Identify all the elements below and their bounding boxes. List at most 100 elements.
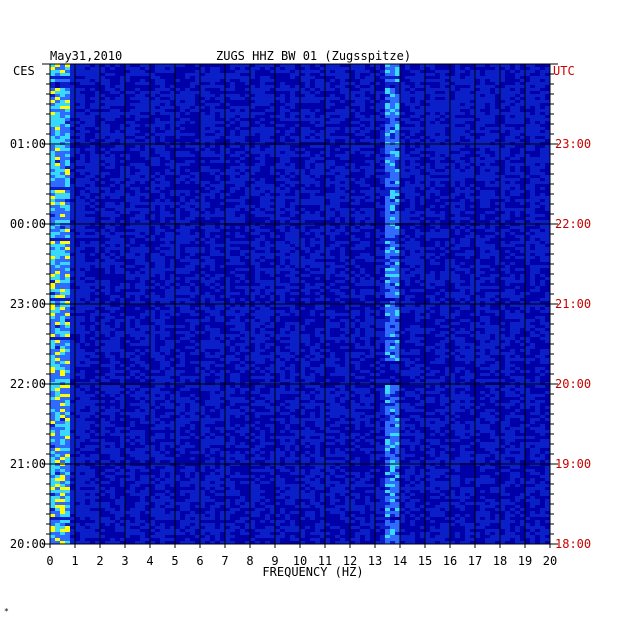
heatmap-cell	[315, 94, 320, 97]
heatmap-cell	[225, 367, 230, 370]
heatmap-cell	[225, 91, 230, 94]
heatmap-cell	[500, 376, 505, 379]
heatmap-cell	[60, 316, 65, 319]
heatmap-cell	[145, 370, 150, 373]
heatmap-cell	[245, 157, 250, 160]
heatmap-cell	[510, 355, 515, 358]
heatmap-cell	[90, 238, 95, 241]
heatmap-cell	[240, 73, 245, 76]
heatmap-cell	[90, 127, 95, 130]
heatmap-cell	[245, 220, 250, 223]
heatmap-cell	[310, 82, 315, 85]
heatmap-cell	[420, 124, 425, 127]
heatmap-cell	[465, 115, 470, 118]
heatmap-cell	[105, 145, 110, 148]
heatmap-cell	[160, 241, 165, 244]
heatmap-cell	[85, 370, 90, 373]
heatmap-cell	[245, 232, 250, 235]
heatmap-cell	[530, 91, 535, 94]
heatmap-cell	[385, 235, 390, 238]
heatmap-cell	[475, 220, 480, 223]
heatmap-cell	[235, 193, 240, 196]
heatmap-cell	[515, 307, 520, 310]
heatmap-cell	[55, 67, 60, 70]
heatmap-cell	[105, 169, 110, 172]
heatmap-cell	[220, 325, 225, 328]
heatmap-cell	[75, 232, 80, 235]
heatmap-cell	[240, 118, 245, 121]
heatmap-cell	[470, 295, 475, 298]
heatmap-cell	[275, 121, 280, 124]
heatmap-cell	[220, 235, 225, 238]
heatmap-cell	[50, 250, 55, 253]
heatmap-cell	[280, 307, 285, 310]
heatmap-cell	[320, 211, 325, 214]
heatmap-cell	[55, 73, 60, 76]
heatmap-cell	[450, 64, 455, 67]
heatmap-cell	[385, 376, 390, 379]
heatmap-cell	[105, 76, 110, 79]
heatmap-cell	[365, 349, 370, 352]
heatmap-cell	[430, 322, 435, 325]
heatmap-cell	[480, 292, 485, 295]
heatmap-cell	[290, 325, 295, 328]
heatmap-cell	[60, 112, 65, 115]
heatmap-cell	[465, 205, 470, 208]
heatmap-cell	[465, 265, 470, 268]
heatmap-cell	[390, 184, 395, 187]
heatmap-cell	[135, 289, 140, 292]
heatmap-cell	[160, 280, 165, 283]
heatmap-cell	[470, 91, 475, 94]
heatmap-cell	[485, 340, 490, 343]
heatmap-cell	[190, 115, 195, 118]
heatmap-cell	[110, 256, 115, 259]
heatmap-cell	[125, 337, 130, 340]
heatmap-cell	[105, 274, 110, 277]
heatmap-cell	[500, 331, 505, 334]
heatmap-cell	[255, 73, 260, 76]
heatmap-cell	[70, 136, 75, 139]
heatmap-cell	[280, 67, 285, 70]
heatmap-cell	[185, 325, 190, 328]
heatmap-cell	[90, 364, 95, 367]
heatmap-cell	[390, 355, 395, 358]
heatmap-cell	[270, 379, 275, 382]
heatmap-cell	[460, 139, 465, 142]
heatmap-cell	[65, 208, 70, 211]
heatmap-cell	[430, 355, 435, 358]
heatmap-cell	[230, 109, 235, 112]
heatmap-cell	[200, 259, 205, 262]
heatmap-cell	[125, 241, 130, 244]
heatmap-cell	[105, 70, 110, 73]
heatmap-cell	[250, 343, 255, 346]
heatmap-cell	[155, 211, 160, 214]
heatmap-cell	[340, 202, 345, 205]
heatmap-cell	[400, 202, 405, 205]
heatmap-cell	[295, 115, 300, 118]
heatmap-cell	[215, 256, 220, 259]
heatmap-cell	[525, 178, 530, 181]
heatmap-cell	[520, 181, 525, 184]
heatmap-cell	[170, 217, 175, 220]
heatmap-cell	[285, 121, 290, 124]
heatmap-cell	[140, 349, 145, 352]
heatmap-cell	[325, 370, 330, 373]
heatmap-cell	[520, 298, 525, 301]
heatmap-cell	[140, 337, 145, 340]
heatmap-cell	[200, 232, 205, 235]
heatmap-cell	[275, 133, 280, 136]
heatmap-cell	[330, 253, 335, 256]
heatmap-cell	[385, 256, 390, 259]
heatmap-cell	[125, 379, 130, 382]
heatmap-cell	[365, 271, 370, 274]
heatmap-cell	[385, 130, 390, 133]
heatmap-cell	[140, 358, 145, 361]
heatmap-cell	[370, 82, 375, 85]
heatmap-cell	[140, 232, 145, 235]
heatmap-cell	[125, 94, 130, 97]
heatmap-cell	[250, 337, 255, 340]
heatmap-cell	[65, 235, 70, 238]
heatmap-cell	[155, 343, 160, 346]
heatmap-cell	[220, 82, 225, 85]
